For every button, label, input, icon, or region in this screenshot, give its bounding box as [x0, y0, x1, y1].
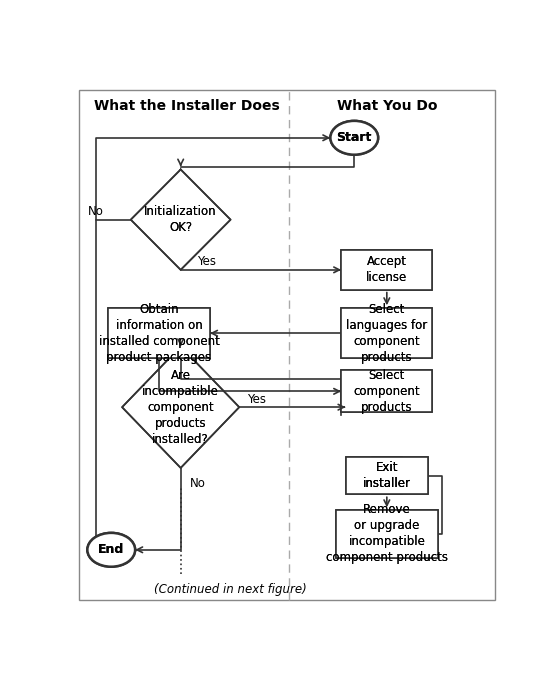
- Ellipse shape: [87, 533, 135, 567]
- Text: Select
languages for
component
products: Select languages for component products: [346, 303, 427, 364]
- Text: Obtain
information on
installed component
product packages: Obtain information on installed componen…: [99, 303, 220, 364]
- Polygon shape: [130, 169, 231, 270]
- Text: End: End: [98, 543, 124, 556]
- Text: Select
component
products: Select component products: [353, 369, 420, 414]
- Text: Yes: Yes: [247, 393, 266, 405]
- Bar: [108, 308, 210, 358]
- Bar: [346, 458, 428, 495]
- Text: Initialization
OK?: Initialization OK?: [144, 205, 217, 234]
- Ellipse shape: [330, 121, 378, 154]
- Bar: [336, 510, 438, 558]
- Text: Start: Start: [337, 131, 372, 144]
- Text: No: No: [88, 205, 104, 218]
- Ellipse shape: [330, 121, 378, 154]
- Bar: [341, 250, 432, 289]
- Polygon shape: [130, 169, 231, 270]
- Text: Select
component
products: Select component products: [353, 369, 420, 414]
- Text: Accept
license: Accept license: [366, 255, 408, 284]
- Text: Remove
or upgrade
incompatible
component products: Remove or upgrade incompatible component…: [326, 504, 448, 565]
- Bar: [108, 308, 210, 358]
- Text: What the Installer Does: What the Installer Does: [94, 99, 280, 113]
- Bar: [341, 370, 432, 412]
- Bar: [372, 458, 402, 495]
- Bar: [341, 308, 432, 358]
- Polygon shape: [122, 346, 239, 468]
- Text: Initialization
OK?: Initialization OK?: [144, 205, 217, 234]
- Text: No: No: [190, 477, 206, 490]
- Text: What You Do: What You Do: [337, 99, 437, 113]
- Text: End: End: [98, 543, 124, 556]
- Polygon shape: [122, 346, 239, 468]
- Bar: [341, 370, 432, 412]
- Text: Are
incompatible
component
products
installed?: Are incompatible component products inst…: [142, 368, 219, 446]
- Text: Exit
installer: Exit installer: [363, 462, 411, 490]
- Ellipse shape: [87, 533, 135, 567]
- Text: Accept
license: Accept license: [366, 255, 408, 284]
- Text: Are
incompatible
component
products
installed?: Are incompatible component products inst…: [142, 368, 219, 446]
- Text: Start: Start: [337, 131, 372, 144]
- Text: (Continued in next figure): (Continued in next figure): [154, 583, 307, 596]
- Bar: [336, 510, 438, 558]
- Bar: [341, 250, 432, 289]
- Text: Obtain
information on
installed component
product packages: Obtain information on installed componen…: [99, 303, 220, 364]
- Text: Yes: Yes: [197, 255, 216, 268]
- Text: Exit
installer: Exit installer: [363, 462, 411, 490]
- Text: Exit
installer: Exit installer: [363, 462, 411, 490]
- Bar: [341, 308, 432, 358]
- Text: Select
languages for
component
products: Select languages for component products: [346, 303, 427, 364]
- Text: Remove
or upgrade
incompatible
component products: Remove or upgrade incompatible component…: [326, 504, 448, 565]
- Bar: [346, 458, 428, 495]
